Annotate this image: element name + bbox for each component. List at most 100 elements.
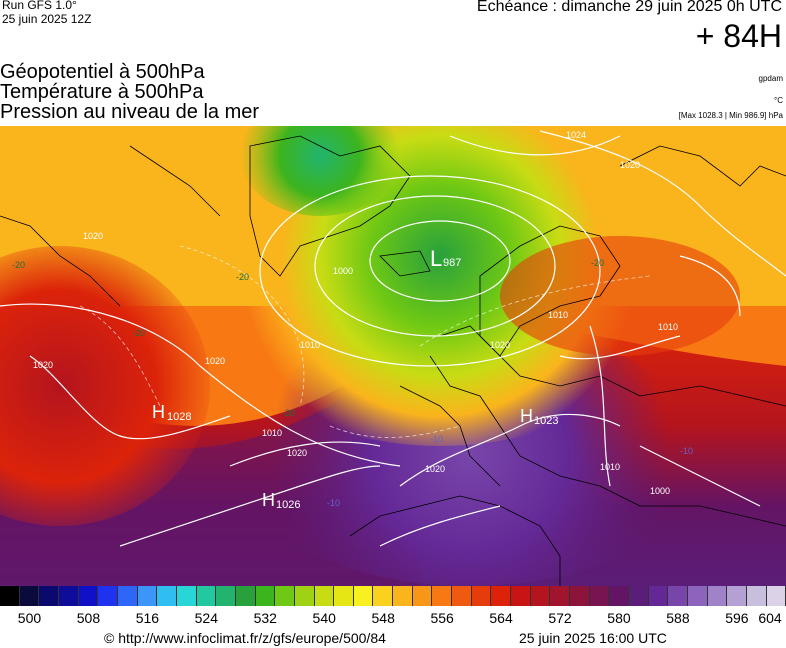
color-scale-cell	[727, 586, 747, 606]
color-scale-cell	[353, 586, 374, 606]
color-scale-cell	[216, 586, 236, 606]
temp-label: -20	[12, 260, 25, 270]
color-scale-tick-label: 516	[135, 610, 160, 626]
color-scale-cell	[373, 586, 394, 606]
run-label: Run GFS 1.0°	[2, 0, 77, 12]
isobar-label: 1020	[620, 160, 640, 170]
temp-label: -20	[591, 258, 604, 268]
color-scale-cell	[255, 586, 276, 606]
isobar-label: 1020	[83, 231, 103, 241]
high-center-2-value: 1026	[276, 499, 300, 511]
isobar-label: 1024	[566, 130, 586, 140]
color-scale-cell	[648, 586, 669, 606]
color-scale-cell	[235, 586, 256, 606]
color-scale-cell	[157, 586, 177, 606]
color-scale-cell	[609, 586, 629, 606]
temp-label: -10	[327, 498, 340, 508]
generated-time: 25 juin 2025 16:00 UTC	[519, 630, 667, 646]
temp-label: -10	[430, 434, 443, 444]
color-scale-cell	[432, 586, 453, 606]
color-scale-cell	[452, 586, 472, 606]
title-pressure: Pression au niveau de la mer	[0, 101, 260, 123]
color-scale-cell	[412, 586, 433, 606]
unit-geopotential: gpdam	[758, 74, 783, 83]
color-scale-cell	[0, 586, 20, 606]
color-scale-cell	[98, 586, 118, 606]
high-center-3-letter: H	[520, 406, 533, 426]
color-scale-cell	[530, 586, 551, 606]
isobar-label: 1000	[650, 486, 670, 496]
color-scale-cell	[511, 586, 531, 606]
temperature-labels: -20 -20 -20 -20 -10 -10 -10 -20	[12, 258, 693, 508]
color-scale-cell	[746, 586, 767, 606]
color-scale-tick-label: 556	[430, 610, 454, 626]
color-scale-cell	[196, 586, 217, 606]
color-scale-cell	[78, 586, 99, 606]
isobar-label: 1020	[287, 448, 307, 458]
high-center-1-letter: H	[152, 402, 165, 422]
color-scale-tick-label: 580	[607, 610, 631, 626]
isobar-label: 1000	[333, 266, 353, 276]
color-scale-tick-label: 604	[758, 610, 782, 626]
isobar-labels: 1024 1020 1020 1010 1000 1010 1020 1020 …	[33, 130, 678, 496]
color-scale-cell	[117, 586, 138, 606]
color-scale-tick-label: 564	[489, 610, 513, 626]
weather-map[interactable]: L 987 H 1028 H 1026 H 1023 1024 1020 102…	[0, 126, 786, 586]
east-warm-zone	[500, 236, 740, 356]
isobar-label: 1020	[490, 340, 510, 350]
isobar-label: 1010	[300, 340, 320, 350]
isobars	[0, 130, 786, 547]
isobar-label: 1010	[600, 462, 620, 472]
echeance-label: Échéance : dimanche 29 juin 2025 0h UTC	[476, 0, 782, 15]
color-scale-cell	[39, 586, 59, 606]
color-scale-cell	[687, 586, 708, 606]
color-scale-cell	[589, 586, 610, 606]
isobar-label: 1020	[425, 464, 445, 474]
isobar-label: 1010	[658, 322, 678, 332]
color-scale-tick-label: 508	[76, 610, 101, 626]
temp-label: -20	[132, 328, 145, 338]
title-geopotential: Géopotentiel à 500hPa	[0, 61, 205, 83]
high-center-1-value: 1028	[167, 411, 191, 423]
color-scale-tick-label: 500	[17, 610, 42, 626]
color-scale-cell	[314, 586, 335, 606]
color-scale-cell	[334, 586, 354, 606]
color-scale-cell	[668, 586, 688, 606]
color-scale-cell	[766, 586, 786, 606]
coastlines	[0, 135, 786, 586]
isobar-label: 1020	[33, 360, 53, 370]
isobar-label: 1010	[548, 310, 568, 320]
temperature-lines	[79, 245, 651, 438]
source-url[interactable]: © http://www.infoclimat.fr/z/gfs/europe/…	[104, 630, 386, 646]
color-scale-ticks: 500 508 516 524 532 540 548 556 564 572 580 588 596 6…	[0, 610, 786, 628]
color-scale-cell	[707, 586, 728, 606]
low-center-letter: L	[430, 246, 442, 271]
low-center-value: 987	[443, 257, 461, 269]
color-scale-cell	[570, 586, 590, 606]
run-time: 25 juin 2025 12Z	[2, 12, 92, 26]
color-scale-cell	[393, 586, 413, 606]
high-center-2-letter: H	[262, 490, 275, 510]
pressure-range: [Max 1028.3 | Min 986.9] hPa	[678, 111, 783, 120]
color-scale-cell	[471, 586, 492, 606]
color-scale-tick-label: 572	[548, 610, 572, 626]
color-scale-tick-label: 524	[194, 610, 218, 626]
color-scale-cell	[176, 586, 197, 606]
high-center-3-value: 1023	[534, 415, 558, 427]
color-scale-cell	[550, 586, 571, 606]
color-scale-tick-label: 540	[312, 610, 336, 626]
isobar-label: 1020	[205, 356, 225, 366]
pressure-centers: L 987 H 1028 H 1026 H 1023	[152, 246, 558, 511]
color-scale-cell	[629, 586, 649, 606]
color-scale-cell	[294, 586, 315, 606]
color-scale-cell	[137, 586, 158, 606]
color-scale-cell	[19, 586, 40, 606]
color-scale-tick-label: 596	[725, 610, 749, 626]
west-warm-zone	[0, 246, 210, 526]
color-scale-cell	[58, 586, 79, 606]
color-scale	[0, 586, 786, 606]
temp-label: -20	[282, 408, 295, 418]
temp-label: -10	[680, 446, 693, 456]
color-scale-tick-label: 588	[666, 610, 690, 626]
unit-temperature: °C	[774, 96, 783, 105]
